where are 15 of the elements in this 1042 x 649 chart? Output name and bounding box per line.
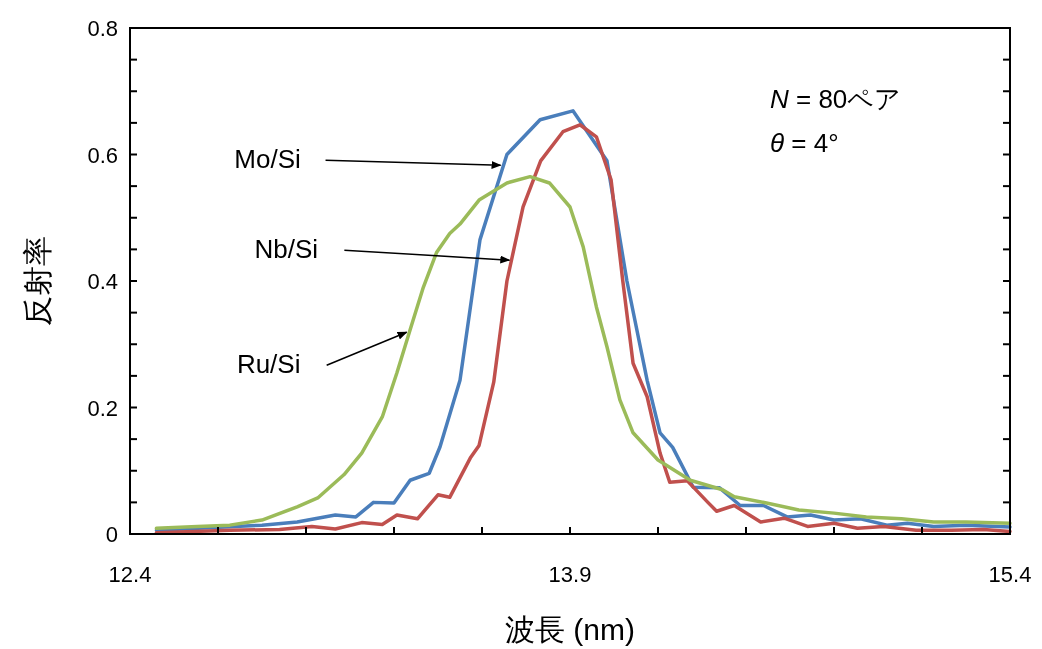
y-axis-title: 反射率 [21,236,54,326]
y-tick-label: 0.2 [87,395,118,421]
y-tick-label: 0.4 [87,269,118,294]
y-tick-label: 0 [105,522,118,547]
annotation: Mo/Si [234,144,301,175]
x-tick-label: 15.4 [988,562,1032,587]
y-tick-label: 0.8 [87,16,118,41]
x-tick-label: 12.4 [108,562,152,587]
annotation: N = 80ペア [770,84,902,114]
x-axis-title: 波長 (nm) [505,613,635,646]
annotation: θ = 4° [770,128,839,158]
annotation: Ru/Si [236,349,301,380]
y-tick-label: 0.6 [87,142,118,168]
annotation: Nb/Si [254,234,319,265]
x-tick-label: 13.9 [548,562,592,587]
